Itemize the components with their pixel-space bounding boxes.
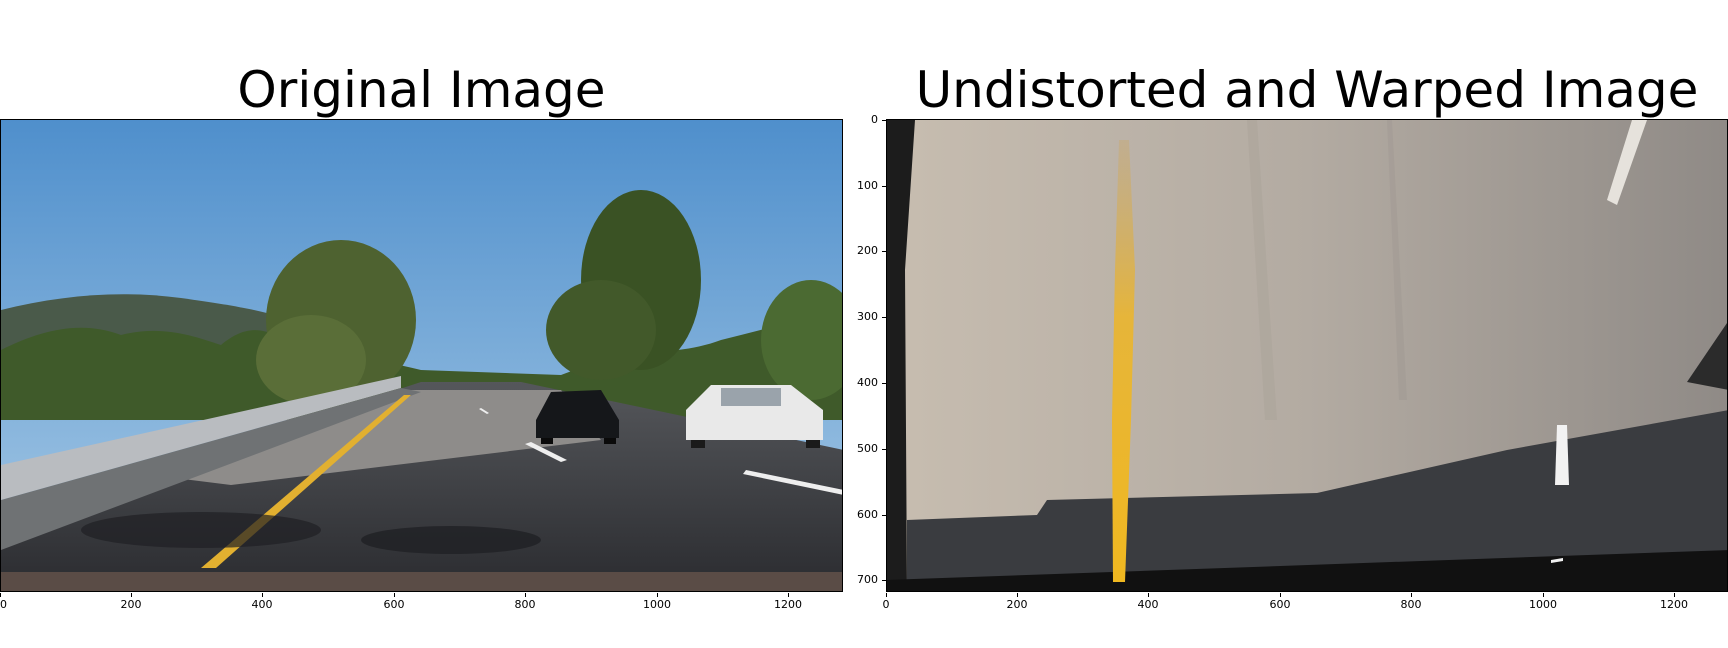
x-tick-mark <box>1411 593 1412 597</box>
x-tick-label: 1000 <box>643 598 671 611</box>
left-dark-edge <box>887 120 915 591</box>
x-tick-mark <box>1017 593 1018 597</box>
warped-image <box>886 119 1728 592</box>
x-tick-label: 1200 <box>774 598 802 611</box>
x-tick-mark <box>657 593 658 597</box>
x-tick-mark <box>131 593 132 597</box>
y-tick-mark <box>882 251 886 252</box>
original-image-title: Original Image <box>237 61 606 119</box>
x-tick-label: 400 <box>1137 598 1159 611</box>
x-tick-label: 600 <box>383 598 405 611</box>
y-tick-mark <box>882 120 886 121</box>
y-tick-mark <box>882 317 886 318</box>
y-tick-label: 300 <box>857 310 878 323</box>
y-tick-label: 200 <box>857 244 878 257</box>
x-tick-mark <box>0 593 1 597</box>
x-tick-mark <box>1543 593 1544 597</box>
y-tick-mark <box>882 186 886 187</box>
x-tick-mark <box>788 593 789 597</box>
x-tick-mark <box>1280 593 1281 597</box>
car-hood <box>1 572 842 591</box>
x-tick-mark <box>525 593 526 597</box>
road-scene <box>1 120 842 591</box>
concrete-patch <box>151 390 601 485</box>
tree-line <box>1 305 842 420</box>
y-tick-label: 500 <box>857 442 878 455</box>
birds-eye-view <box>887 120 1727 591</box>
x-tick-mark <box>1148 593 1149 597</box>
x-tick-label: 1200 <box>1660 598 1688 611</box>
white-car <box>686 385 823 440</box>
y-tick-label: 600 <box>857 508 878 521</box>
barrier-wall <box>1 388 421 550</box>
x-tick-label: 1000 <box>1529 598 1557 611</box>
y-tick-label: 700 <box>857 573 878 586</box>
x-tick-mark <box>394 593 395 597</box>
y-tick-mark <box>882 515 886 516</box>
x-tick-label: 200 <box>1006 598 1028 611</box>
x-tick-label: 0 <box>882 598 890 611</box>
x-tick-label: 600 <box>1269 598 1291 611</box>
x-tick-mark <box>1674 593 1675 597</box>
x-tick-label: 400 <box>251 598 273 611</box>
y-tick-mark <box>882 580 886 581</box>
y-tick-label: 400 <box>857 376 878 389</box>
guard-rail <box>1 376 401 500</box>
black-car <box>536 390 619 438</box>
x-tick-label: 200 <box>120 598 142 611</box>
x-tick-label: 0 <box>0 598 7 611</box>
y-tick-mark <box>882 383 886 384</box>
x-tick-mark <box>886 593 887 597</box>
y-tick-mark <box>882 449 886 450</box>
asphalt <box>907 410 1727 591</box>
white-lane-line <box>743 470 842 495</box>
x-tick-label: 800 <box>514 598 536 611</box>
x-tick-label: 800 <box>1400 598 1422 611</box>
yellow-lane-line <box>1112 140 1135 582</box>
original-image <box>0 119 843 592</box>
warped-image-title: Undistorted and Warped Image <box>915 61 1699 119</box>
y-tick-label: 0 <box>871 113 878 126</box>
x-tick-mark <box>262 593 263 597</box>
y-tick-label: 100 <box>857 179 878 192</box>
white-lane-dash <box>525 442 567 462</box>
white-lane-dash <box>1555 425 1569 485</box>
